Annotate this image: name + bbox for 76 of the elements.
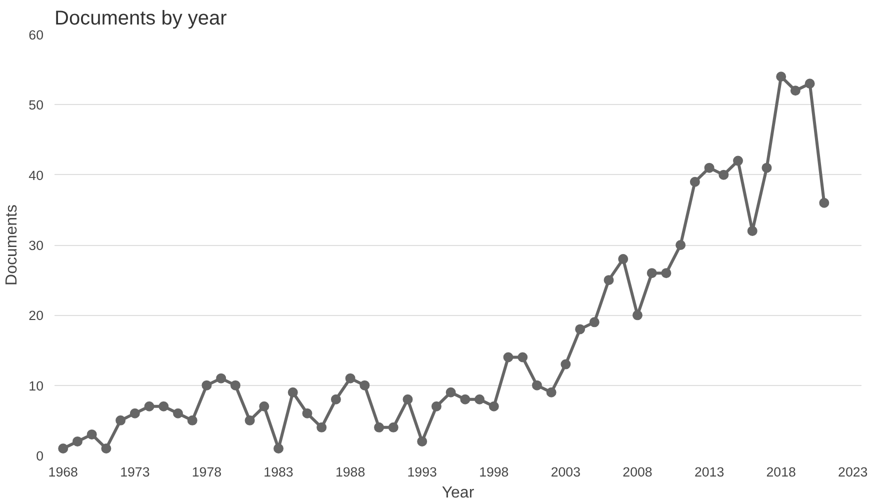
point [776,72,786,82]
point [546,387,556,398]
point [503,352,514,362]
x-tick-label: 1993 [407,464,437,480]
y-tick-label: 50 [28,98,44,113]
point [230,380,240,390]
point [360,380,370,390]
point [632,310,642,320]
point [618,254,628,264]
x-tick-label: 1978 [192,464,222,480]
point [718,170,729,180]
point [790,86,800,96]
y-tick-label: 30 [28,238,44,253]
point [690,176,700,187]
point [733,156,744,166]
point [244,415,255,426]
point [604,275,614,286]
point [804,78,815,89]
point [704,162,714,173]
point [274,443,284,454]
point [575,324,586,334]
point [130,408,140,418]
x-tick-label: 1988 [335,464,366,480]
x-tick-label: 1998 [479,464,509,480]
point [388,422,398,432]
point [460,394,470,404]
point [72,436,82,446]
y-tick-label: 0 [36,448,44,464]
x-axis-title: Year [442,484,475,502]
point [488,401,499,412]
point [374,422,384,432]
point [676,240,686,250]
point [172,408,183,418]
point [762,162,772,173]
x-tick-label: 2018 [766,464,796,480]
point [661,268,672,278]
point [187,415,198,426]
y-tick-label: 40 [28,168,44,183]
x-tick-label: 1973 [120,464,150,480]
point [302,408,312,418]
point [646,268,657,278]
point [144,401,154,412]
point [819,198,830,208]
point [402,394,413,404]
point [259,401,270,412]
point [316,422,327,432]
x-tick-label: 2023 [838,464,868,480]
x-tick-label: 2008 [622,464,652,480]
y-tick-label: 60 [28,28,44,42]
point [58,443,68,454]
point [560,359,571,370]
point [330,394,341,404]
x-tick-label: 1968 [48,464,78,480]
point [532,380,542,390]
point [116,415,126,426]
point [345,373,356,384]
y-tick-label: 10 [28,378,44,394]
y-tick-label: 20 [28,308,44,324]
point [474,394,485,404]
point [101,443,112,454]
point [158,401,169,412]
point [202,380,212,390]
point [446,387,456,398]
point [417,436,428,446]
y-axis-title: Documents [4,204,21,286]
point [288,387,298,398]
x-tick-label: 1983 [264,464,294,480]
x-tick-label: 2003 [550,464,581,480]
point [431,401,442,412]
chart-title: Documents by year [54,8,228,30]
point [518,352,528,362]
point [747,226,758,236]
point [86,429,97,440]
point [216,373,226,384]
x-tick-label: 2013 [694,464,724,480]
point [589,317,600,328]
